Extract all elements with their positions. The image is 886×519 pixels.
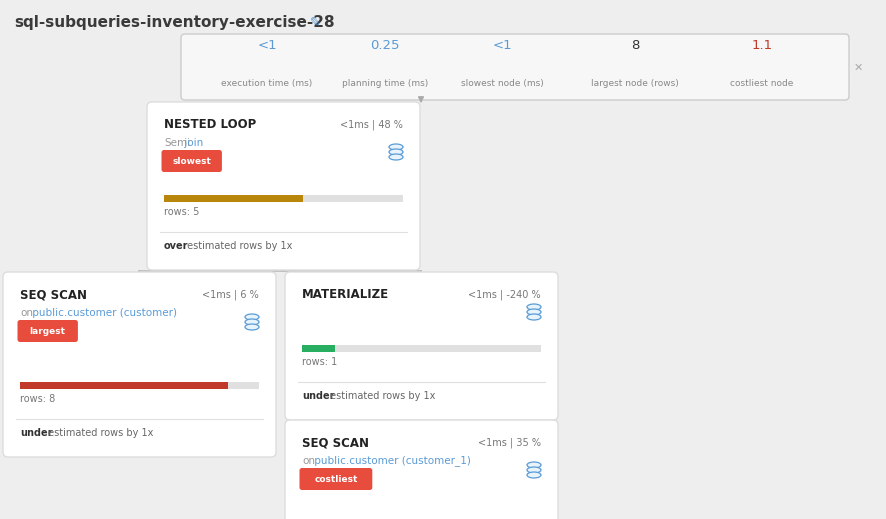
Text: largest: largest (30, 326, 66, 335)
Ellipse shape (527, 462, 541, 468)
Ellipse shape (527, 467, 541, 473)
Text: Semi: Semi (164, 138, 190, 148)
Ellipse shape (389, 144, 403, 150)
Bar (164, 195, 403, 202)
FancyBboxPatch shape (285, 420, 558, 519)
Text: rows: 5: rows: 5 (164, 207, 199, 217)
Text: slowest node (ms): slowest node (ms) (461, 79, 543, 88)
Text: execution time (ms): execution time (ms) (222, 79, 313, 88)
Ellipse shape (389, 149, 403, 155)
Text: under: under (302, 391, 335, 401)
Ellipse shape (527, 304, 541, 310)
Text: 0.25: 0.25 (370, 39, 400, 52)
Ellipse shape (527, 314, 541, 320)
FancyBboxPatch shape (3, 272, 276, 457)
FancyBboxPatch shape (18, 320, 78, 342)
FancyBboxPatch shape (285, 272, 558, 420)
Text: <1: <1 (257, 39, 276, 52)
Text: sql-subqueries-inventory-exercise-28: sql-subqueries-inventory-exercise-28 (14, 15, 335, 30)
Text: on: on (302, 456, 315, 466)
Text: join: join (182, 138, 204, 148)
Ellipse shape (389, 154, 403, 160)
Text: estimated rows by 1x: estimated rows by 1x (184, 241, 292, 251)
Text: planning time (ms): planning time (ms) (342, 79, 428, 88)
Text: rows: 8: rows: 8 (20, 394, 55, 404)
Text: MATERIALIZE: MATERIALIZE (302, 289, 389, 302)
Text: <1ms | 6 %: <1ms | 6 % (202, 290, 259, 301)
FancyBboxPatch shape (181, 34, 849, 100)
Text: 8: 8 (631, 39, 639, 52)
Text: estimated rows by 1x: estimated rows by 1x (45, 428, 153, 438)
Text: 1.1: 1.1 (751, 39, 773, 52)
Text: largest node (rows): largest node (rows) (591, 79, 679, 88)
Ellipse shape (245, 314, 259, 320)
Text: costliest: costliest (315, 474, 358, 484)
Text: <1ms | 48 %: <1ms | 48 % (340, 120, 403, 130)
Text: ✕: ✕ (853, 63, 863, 73)
Text: SEQ SCAN: SEQ SCAN (20, 289, 87, 302)
Text: public.customer (customer): public.customer (customer) (28, 308, 176, 318)
Bar (164, 195, 303, 202)
Text: over: over (164, 241, 189, 251)
Text: rows: 1: rows: 1 (302, 357, 338, 367)
Text: slowest: slowest (172, 157, 211, 166)
Text: costliest node: costliest node (730, 79, 794, 88)
Text: NESTED LOOP: NESTED LOOP (164, 118, 256, 131)
Bar (20, 382, 259, 389)
Text: <1: <1 (493, 39, 512, 52)
Ellipse shape (245, 324, 259, 330)
Bar (20, 382, 228, 389)
FancyBboxPatch shape (161, 150, 222, 172)
Ellipse shape (527, 472, 541, 478)
Text: on: on (20, 308, 33, 318)
Text: public.customer (customer_1): public.customer (customer_1) (311, 456, 470, 467)
Text: under: under (20, 428, 52, 438)
Bar (302, 345, 541, 352)
Text: ✎: ✎ (310, 16, 321, 29)
Text: estimated rows by 1x: estimated rows by 1x (327, 391, 435, 401)
Text: SEQ SCAN: SEQ SCAN (302, 436, 369, 449)
Text: <1ms | 35 %: <1ms | 35 % (478, 438, 541, 448)
Ellipse shape (245, 319, 259, 325)
Bar (302, 345, 336, 352)
FancyBboxPatch shape (299, 468, 372, 490)
Text: <1ms | -240 %: <1ms | -240 % (469, 290, 541, 301)
FancyBboxPatch shape (147, 102, 420, 270)
Ellipse shape (527, 309, 541, 315)
